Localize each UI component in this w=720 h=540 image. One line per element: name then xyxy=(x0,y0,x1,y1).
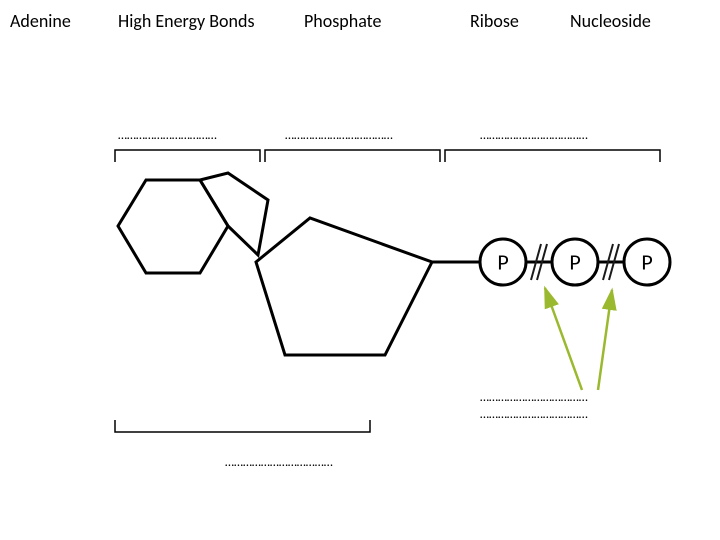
atp-structure-diagram: PPP xyxy=(0,0,720,540)
phosphate-label: P xyxy=(641,249,652,276)
top-bracket xyxy=(265,150,440,162)
adenine-hexagon xyxy=(118,180,228,273)
top-bracket xyxy=(115,150,260,162)
bottom-bracket xyxy=(115,420,370,432)
phosphate-label: P xyxy=(497,249,508,276)
arrow-to-bond xyxy=(598,290,612,390)
adenine-pentagon xyxy=(200,173,268,255)
top-bracket xyxy=(445,150,660,162)
ribose-pentagon xyxy=(256,218,432,355)
arrow-to-bond xyxy=(545,288,582,390)
phosphate-label: P xyxy=(569,249,580,276)
